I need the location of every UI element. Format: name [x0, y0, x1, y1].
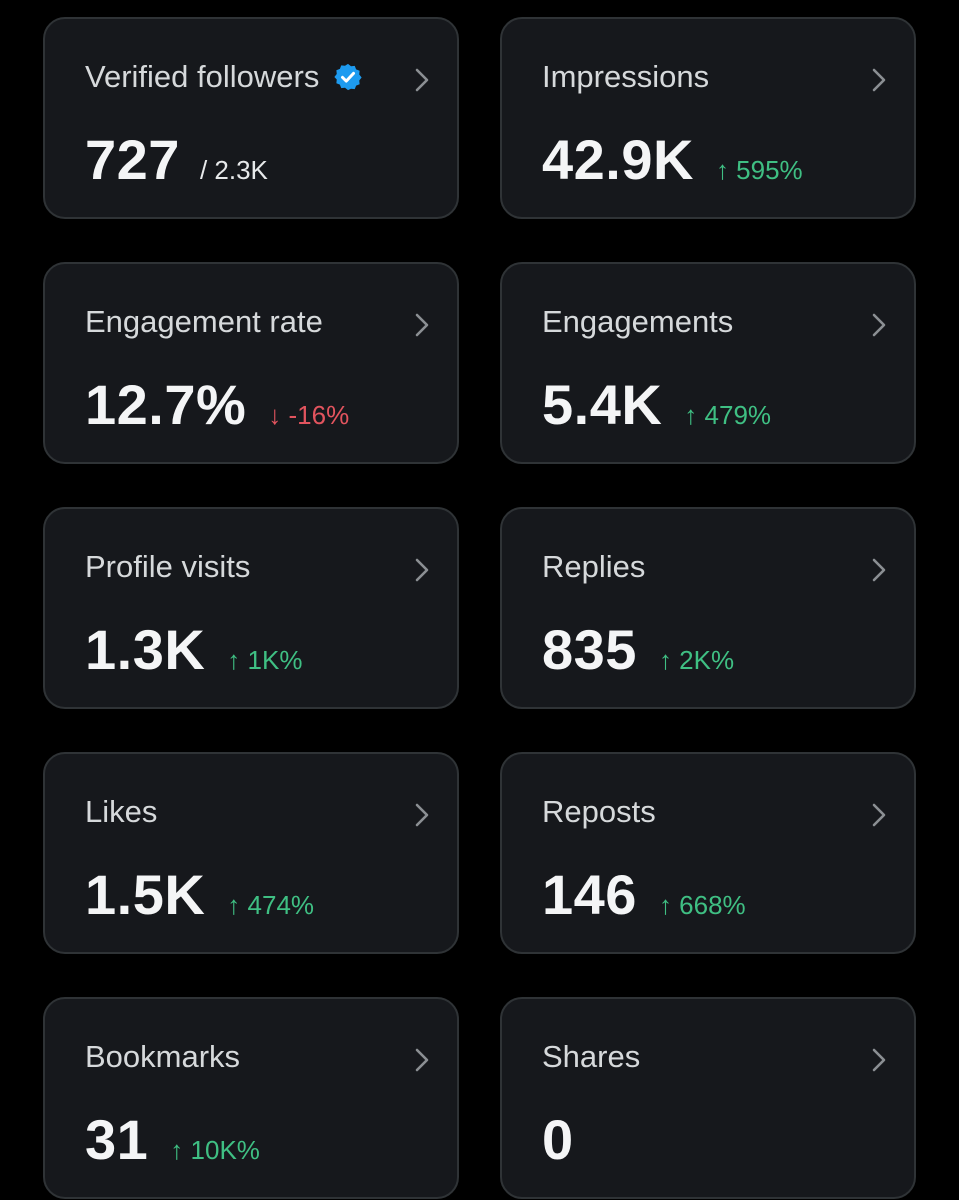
value-row: 31 ↑ 10K%	[85, 1107, 260, 1172]
metric-change: ↑ 474%	[227, 890, 315, 920]
chevron-right-icon	[872, 313, 886, 337]
card-title: Likes	[85, 794, 158, 829]
value-row: 0	[542, 1107, 574, 1172]
card-impressions[interactable]: Impressions 42.9K ↑ 595%	[500, 17, 916, 219]
metric-change: ↑ 1K%	[227, 645, 303, 675]
chevron-right-icon	[872, 1048, 886, 1072]
metric-value: 146	[542, 863, 637, 926]
value-row: 727 / 2.3K	[85, 127, 268, 192]
metric-value: 12.7%	[85, 373, 247, 436]
card-reposts[interactable]: Reposts 146 ↑ 668%	[500, 752, 916, 954]
chevron-right-icon	[415, 1048, 429, 1072]
metric-value: 5.4K	[542, 373, 663, 436]
card-title: Impressions	[542, 59, 710, 94]
metric-value: 835	[542, 618, 637, 681]
chevron-right-icon	[872, 558, 886, 582]
card-likes[interactable]: Likes 1.5K ↑ 474%	[43, 752, 459, 954]
chevron-right-icon	[872, 803, 886, 827]
card-bookmarks[interactable]: Bookmarks 31 ↑ 10K%	[43, 997, 459, 1199]
value-row: 835 ↑ 2K%	[542, 617, 734, 682]
verified-badge-icon	[333, 62, 363, 92]
value-row: 12.7% ↓ -16%	[85, 372, 349, 437]
card-title: Profile visits	[85, 549, 251, 584]
metric-change: ↑ 10K%	[170, 1135, 260, 1165]
metric-value: 1.5K	[85, 863, 206, 926]
chevron-right-icon	[415, 803, 429, 827]
value-row: 5.4K ↑ 479%	[542, 372, 771, 437]
metric-change: ↑ 595%	[715, 155, 803, 185]
card-shares[interactable]: Shares 0	[500, 997, 916, 1199]
card-title: Shares	[542, 1039, 641, 1074]
chevron-right-icon	[415, 558, 429, 582]
card-title: Reposts	[542, 794, 656, 829]
card-title: Verified followers	[85, 59, 320, 94]
metric-value: 0	[542, 1108, 574, 1171]
card-title: Replies	[542, 549, 646, 584]
card-title: Bookmarks	[85, 1039, 241, 1074]
card-title: Engagements	[542, 304, 734, 339]
value-row: 1.3K ↑ 1K%	[85, 617, 302, 682]
card-title-wrapper: Verified followers	[85, 59, 363, 95]
metric-change: ↑ 479%	[684, 400, 772, 430]
card-profile-visits[interactable]: Profile visits 1.3K ↑ 1K%	[43, 507, 459, 709]
chevron-right-icon	[415, 68, 429, 92]
metric-total: / 2.3K	[199, 155, 268, 185]
metric-value: 727	[85, 128, 180, 191]
metric-change: ↑ 668%	[658, 890, 746, 920]
value-row: 42.9K ↑ 595%	[542, 127, 803, 192]
card-verified-followers[interactable]: Verified followers 727 / 2.3K	[43, 17, 459, 219]
chevron-right-icon	[872, 68, 886, 92]
metric-value: 31	[85, 1108, 149, 1171]
metric-value: 1.3K	[85, 618, 206, 681]
value-row: 146 ↑ 668%	[542, 862, 746, 927]
card-engagement-rate[interactable]: Engagement rate 12.7% ↓ -16%	[43, 262, 459, 464]
metric-change: ↑ 2K%	[658, 645, 735, 675]
card-engagements[interactable]: Engagements 5.4K ↑ 479%	[500, 262, 916, 464]
chevron-right-icon	[415, 313, 429, 337]
value-row: 1.5K ↑ 474%	[85, 862, 314, 927]
card-title: Engagement rate	[85, 304, 323, 339]
card-replies[interactable]: Replies 835 ↑ 2K%	[500, 507, 916, 709]
metric-value: 42.9K	[542, 128, 694, 191]
metric-change: ↓ -16%	[268, 400, 350, 430]
